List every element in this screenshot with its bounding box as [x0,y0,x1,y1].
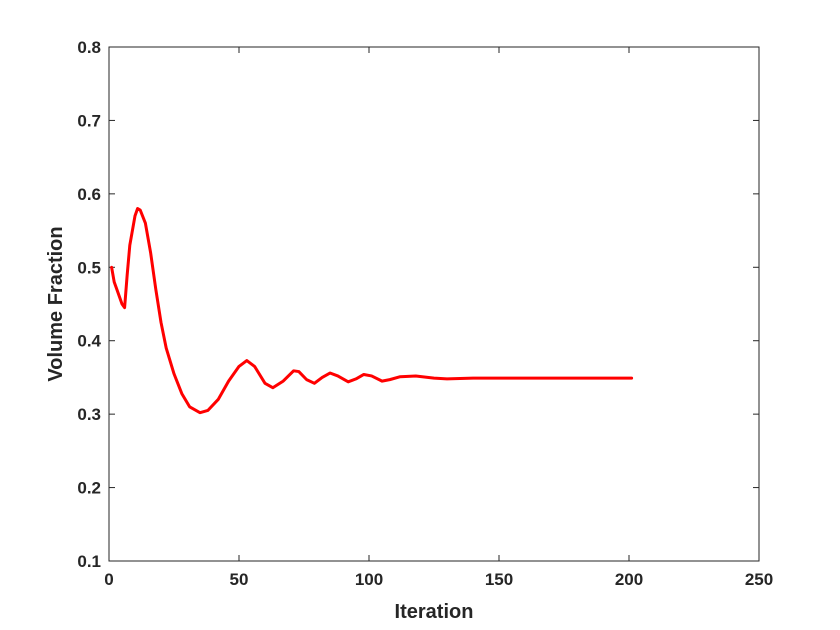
x-tick-label: 150 [485,570,513,589]
y-tick-label: 0.4 [77,332,101,351]
plot-area [108,46,760,562]
y-axis-label: Volume Fraction [45,226,67,381]
x-tick-label: 200 [615,570,643,589]
x-tick-label: 50 [230,570,249,589]
y-tick-label: 0.8 [77,38,101,57]
y-tick-label: 0.2 [77,479,101,498]
x-axis-label: Iteration [395,601,474,623]
x-tick-label: 0 [104,570,113,589]
x-tick-label: 100 [355,570,383,589]
y-tick-label: 0.6 [77,185,101,204]
x-tick-label: 250 [745,570,773,589]
y-tick-label: 0.3 [77,405,101,424]
y-tick-label: 0.1 [77,552,101,571]
data-line [110,207,634,415]
y-tick-label: 0.5 [77,258,101,277]
y-tick-label: 0.7 [77,111,101,130]
